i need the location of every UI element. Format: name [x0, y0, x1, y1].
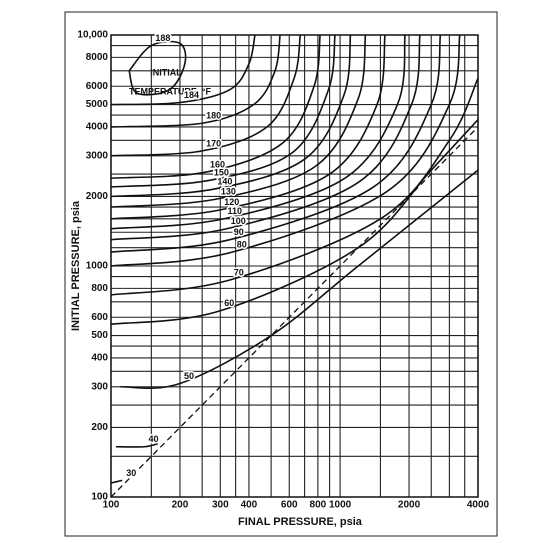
temperature-curve: [110, 34, 386, 220]
annotation: TEMPERATURE, °F: [129, 86, 211, 96]
equal-pressure-line: [110, 126, 479, 498]
x-tick-label: 100: [103, 500, 120, 511]
curve-label: 130: [221, 186, 236, 196]
annotation: INITIAL: [150, 67, 182, 77]
temperature-curve: [110, 34, 302, 157]
temperature-curve: [110, 34, 336, 188]
temperature-curve: [110, 34, 281, 128]
y-tick-label: 5000: [86, 99, 109, 110]
temperature-curve: [110, 34, 461, 267]
temperature-curve: [110, 34, 421, 241]
temperature-curve: [110, 34, 406, 230]
x-tick-label: 4000: [467, 500, 490, 511]
x-tick-label: 1000: [329, 500, 352, 511]
temperature-curve: [128, 40, 187, 96]
curve-label: 170: [206, 138, 221, 148]
curve-label: 80: [237, 239, 247, 249]
y-axis-label: INITIAL PRESSURE, psia: [70, 200, 82, 331]
curve-label: 110: [228, 206, 243, 216]
y-tick-label: 800: [91, 283, 108, 294]
curve-label: 100: [231, 216, 246, 226]
temperature-curve: [120, 169, 479, 389]
curve-label: 120: [224, 197, 239, 207]
curve-label: 140: [217, 177, 232, 187]
x-tick-label: 300: [212, 500, 229, 511]
x-tick-label: 400: [241, 500, 258, 511]
temperature-curve: [110, 34, 442, 253]
curve-label: 60: [224, 298, 234, 308]
curve-label: 40: [148, 434, 158, 444]
y-tick-label: 3000: [86, 150, 109, 161]
curve-label: 90: [234, 227, 244, 237]
curve-label: 50: [184, 371, 194, 381]
x-axis-label: FINAL PRESSURE, psia: [238, 516, 363, 528]
temperature-curve: [110, 34, 352, 198]
curve-label: 160: [210, 159, 225, 169]
temperature-curve: [115, 442, 158, 448]
curve-label: 180: [206, 111, 221, 121]
x-tick-label: 2000: [398, 500, 421, 511]
y-tick-label: 10,000: [77, 30, 108, 41]
temperature-curve: [110, 34, 367, 208]
curve-label: 184: [184, 90, 199, 100]
y-tick-label: 200: [91, 422, 108, 433]
y-tick-label: 6000: [86, 81, 109, 92]
curve-label: 70: [234, 267, 244, 277]
temperature-curve: [110, 34, 321, 179]
temperature-curve: [110, 34, 256, 106]
y-tick-label: 4000: [86, 122, 109, 133]
curve-label: 150: [214, 168, 229, 178]
y-tick-label: 8000: [86, 52, 109, 63]
y-tick-label: 300: [91, 381, 108, 392]
temperature-curve: [110, 77, 479, 296]
x-tick-label: 800: [310, 500, 327, 511]
y-tick-label: 2000: [86, 191, 109, 202]
y-tick-label: 500: [91, 330, 108, 341]
y-tick-label: 400: [91, 353, 108, 364]
y-tick-label: 600: [91, 312, 108, 323]
x-tick-label: 200: [172, 500, 189, 511]
temperature-curve: [110, 119, 479, 325]
x-tick-label: 600: [281, 500, 298, 511]
y-tick-label: 100: [91, 492, 108, 503]
curve-label: 188: [155, 33, 170, 43]
y-tick-label: 1000: [86, 261, 109, 272]
curve-label: 30: [126, 468, 136, 478]
temperature-curve: [110, 479, 123, 484]
outer-frame: [64, 11, 498, 537]
